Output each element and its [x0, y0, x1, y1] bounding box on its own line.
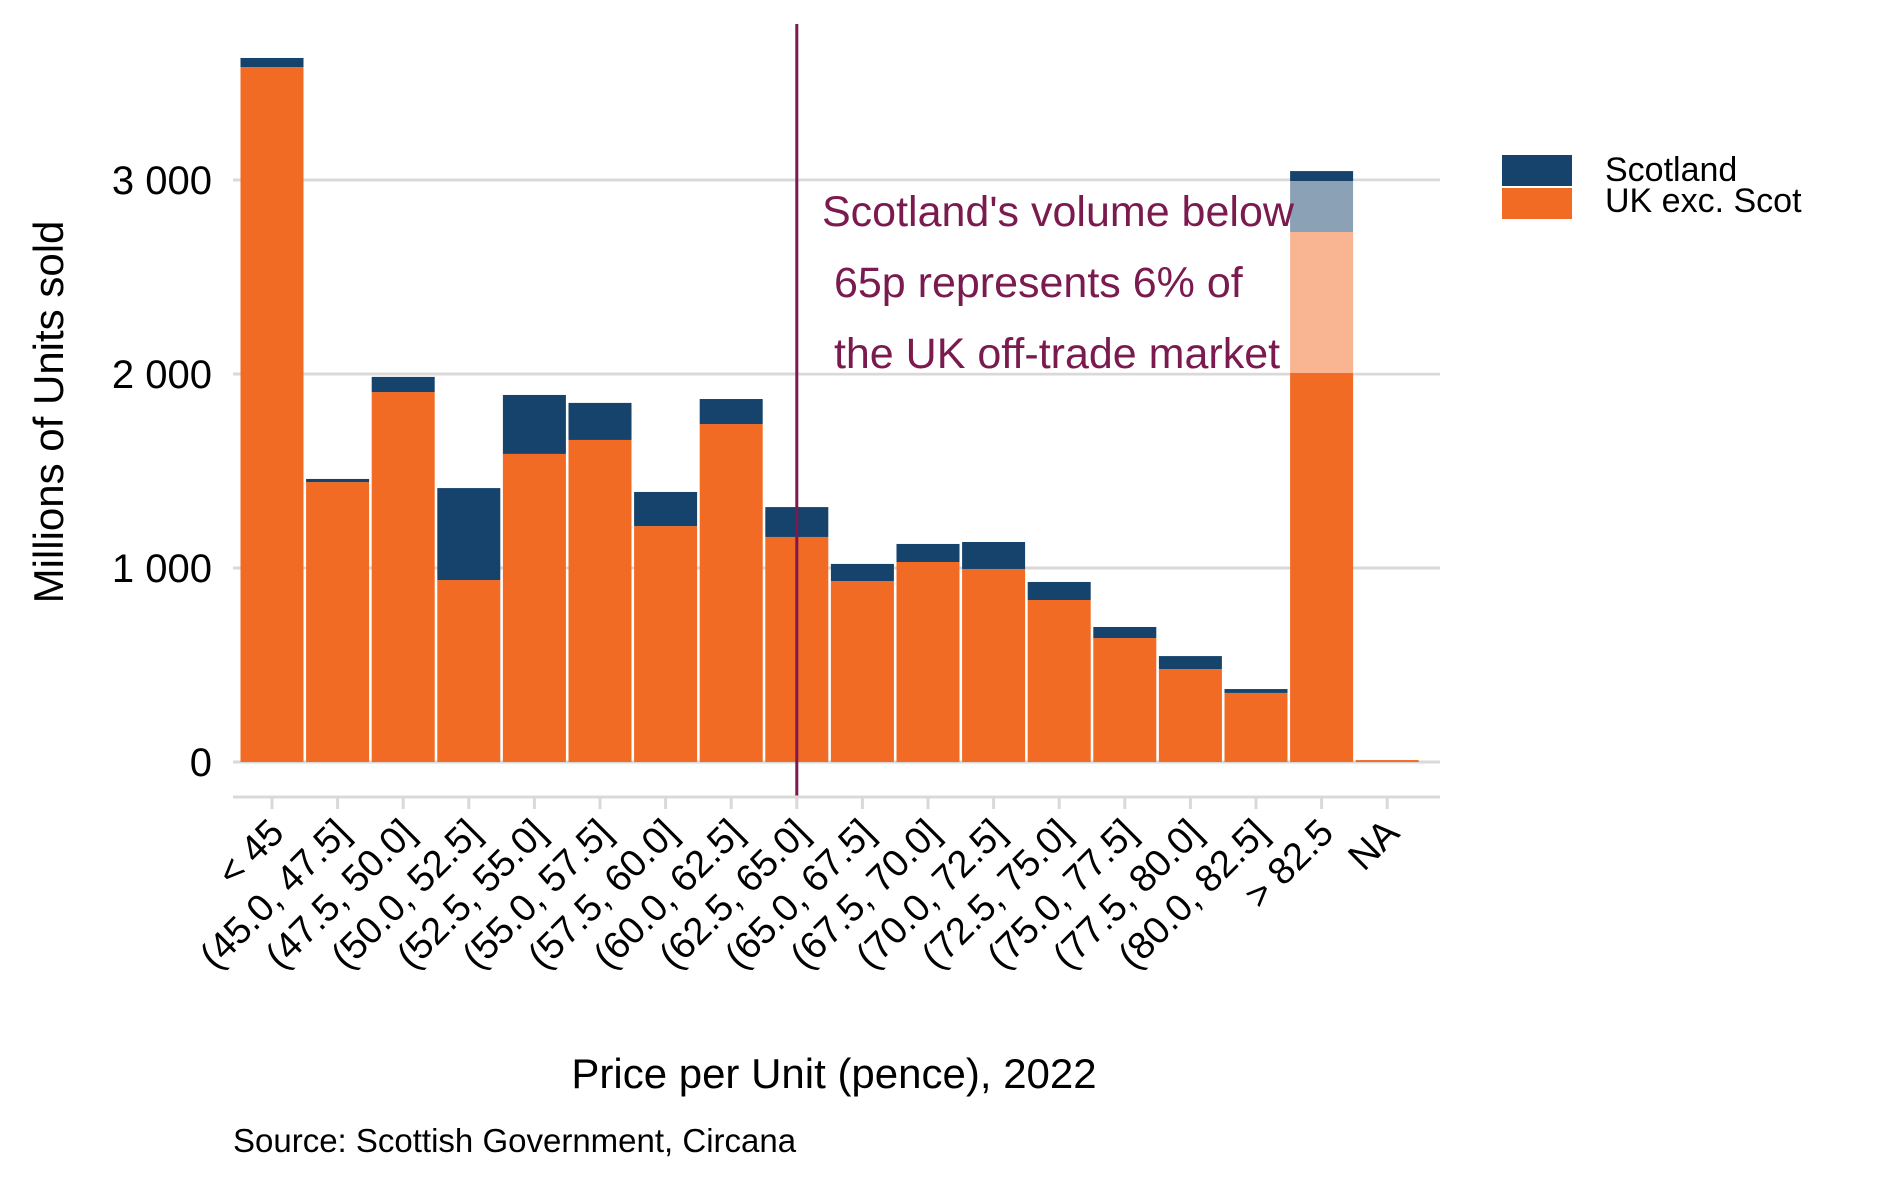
- y-axis: 0 1 000 2 000 3 000: [112, 159, 212, 785]
- bar-scotland: [1158, 656, 1222, 670]
- x-axis: < 45(45.0, 47.5](47.5, 50.0](50.0, 52.5]…: [192, 795, 1440, 977]
- bar-group: [502, 394, 566, 762]
- bar-uk-exc-scot: [306, 482, 370, 762]
- bar-group: [437, 488, 501, 762]
- bar-scotland: [502, 394, 566, 454]
- bar-uk-exc-scot: [1027, 600, 1091, 762]
- annotation-line: 65p represents 6% of: [822, 259, 1244, 307]
- bar-group: [568, 402, 632, 762]
- y-axis-title: Millions of Units sold: [25, 221, 72, 604]
- bar-group: [830, 563, 894, 762]
- bar-uk-exc-scot: [502, 453, 566, 762]
- bar-group: [240, 57, 304, 763]
- bar-uk-exc-scot: [240, 67, 304, 763]
- bar-scotland: [896, 543, 960, 562]
- bar-scotland: [962, 542, 1026, 569]
- bar-uk-exc-scot: [830, 580, 894, 762]
- bar-scotland: [437, 488, 501, 581]
- bar-scotland: [306, 478, 370, 483]
- x-axis-title: Price per Unit (pence), 2022: [571, 1050, 1096, 1097]
- bar-scotland: [1027, 581, 1091, 601]
- bar-uk-exc-scot: [371, 392, 435, 762]
- bar-uk-exc-scot: [962, 568, 1026, 762]
- bars: [240, 57, 1419, 763]
- y-tick-label: 3 000: [112, 159, 212, 203]
- bar-uk-exc-scot: [568, 439, 632, 762]
- legend-label: Scotland: [1605, 151, 1737, 189]
- annotation-box: [800, 181, 1440, 373]
- bar-scotland: [1093, 626, 1157, 639]
- annotation-text: Scotland's volume below 65p represents 6…: [822, 188, 1295, 378]
- bar-scotland: [1224, 689, 1288, 693]
- bar-group: [896, 543, 960, 762]
- bar-uk-exc-scot: [1224, 692, 1288, 762]
- bar-uk-exc-scot: [1158, 669, 1222, 762]
- annotation-background: [800, 181, 1440, 373]
- y-tick-label: 2 000: [112, 353, 212, 397]
- x-tick-label: NA: [1341, 811, 1408, 878]
- y-tick-label: 1 000: [112, 547, 212, 591]
- bar-group: [1224, 689, 1288, 762]
- bar-group: [1158, 656, 1222, 762]
- source-caption: Source: Scottish Government, Circana: [233, 1122, 797, 1159]
- y-tick-label: 0: [190, 741, 212, 785]
- bar-uk-exc-scot: [1355, 760, 1419, 762]
- bar-group: [699, 399, 763, 762]
- annotation-line: Scotland's volume below: [822, 188, 1295, 236]
- legend-swatch-uk-exc-scot: [1502, 188, 1572, 219]
- annotation-line: the UK off-trade market: [822, 330, 1280, 378]
- bar-group: [371, 376, 435, 762]
- legend-label: UK exc. Scot: [1605, 182, 1802, 220]
- bar-scotland: [568, 402, 632, 440]
- bar-scotland: [240, 57, 304, 68]
- bar-scotland: [699, 399, 763, 425]
- bar-uk-exc-scot: [1093, 638, 1157, 762]
- bar-uk-exc-scot: [896, 561, 960, 762]
- bar-scotland: [634, 491, 698, 527]
- bar-group: [1093, 626, 1157, 762]
- bar-group: [1027, 581, 1091, 762]
- bar-uk-exc-scot: [634, 526, 698, 762]
- bar-group: [962, 542, 1026, 762]
- legend: [1502, 155, 1572, 219]
- bar-group: [1355, 760, 1419, 762]
- bar-group: [634, 491, 698, 762]
- bar-scotland: [830, 563, 894, 581]
- bar-scotland: [371, 376, 435, 393]
- bar-uk-exc-scot: [699, 424, 763, 762]
- bar-uk-exc-scot: [437, 580, 501, 762]
- bar-group: [306, 478, 370, 762]
- legend-swatch-scotland: [1502, 155, 1572, 186]
